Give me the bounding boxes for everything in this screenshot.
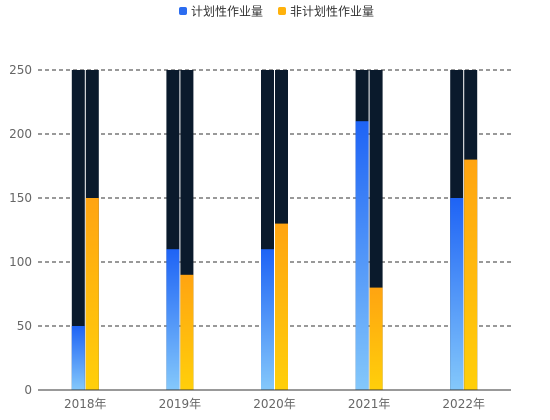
x-tick-label: 2019年 <box>159 397 202 411</box>
axes: 0 50 100 150 200 250 2018年 2019年 2020年 2021年 2022年 <box>9 63 511 411</box>
background-bars <box>71 70 478 390</box>
bar-planned-1[interactable] <box>166 249 180 390</box>
x-tick-label: 2018年 <box>64 397 107 411</box>
y-tick-label: 100 <box>9 255 32 269</box>
legend-label-0: 计划性作业量 <box>191 5 263 19</box>
x-tick-label: 2020年 <box>253 397 296 411</box>
legend-item-1[interactable]: 非计划性作业量 <box>278 5 374 19</box>
bar-unplanned-2[interactable] <box>275 223 288 390</box>
bar-planned-4[interactable] <box>450 198 464 390</box>
bar-planned-0[interactable] <box>71 326 85 390</box>
bar-planned-2[interactable] <box>261 249 274 390</box>
background-bar <box>71 70 85 390</box>
legend-item-0[interactable]: 计划性作业量 <box>179 5 263 19</box>
y-tick-label: 200 <box>9 127 32 141</box>
legend-swatch-0 <box>179 7 187 15</box>
grid-lines <box>38 69 511 327</box>
y-tick-label: 50 <box>17 319 32 333</box>
bar-unplanned-3[interactable] <box>369 287 383 390</box>
x-tick-label: 2022年 <box>442 397 485 411</box>
y-tick-label: 150 <box>9 191 32 205</box>
legend-swatch-1 <box>278 7 286 15</box>
y-tick-label: 0 <box>24 383 32 397</box>
bar-unplanned-0[interactable] <box>85 198 99 390</box>
x-tick-label: 2021年 <box>348 397 391 411</box>
bar-planned-3[interactable] <box>355 121 369 390</box>
legend: 计划性作业量 非计划性作业量 <box>179 5 374 19</box>
legend-label-1: 非计划性作业量 <box>290 5 374 19</box>
y-tick-label: 250 <box>9 63 32 77</box>
bar-unplanned-4[interactable] <box>464 159 478 390</box>
data-bars <box>71 121 478 390</box>
bar-unplanned-1[interactable] <box>180 274 194 390</box>
